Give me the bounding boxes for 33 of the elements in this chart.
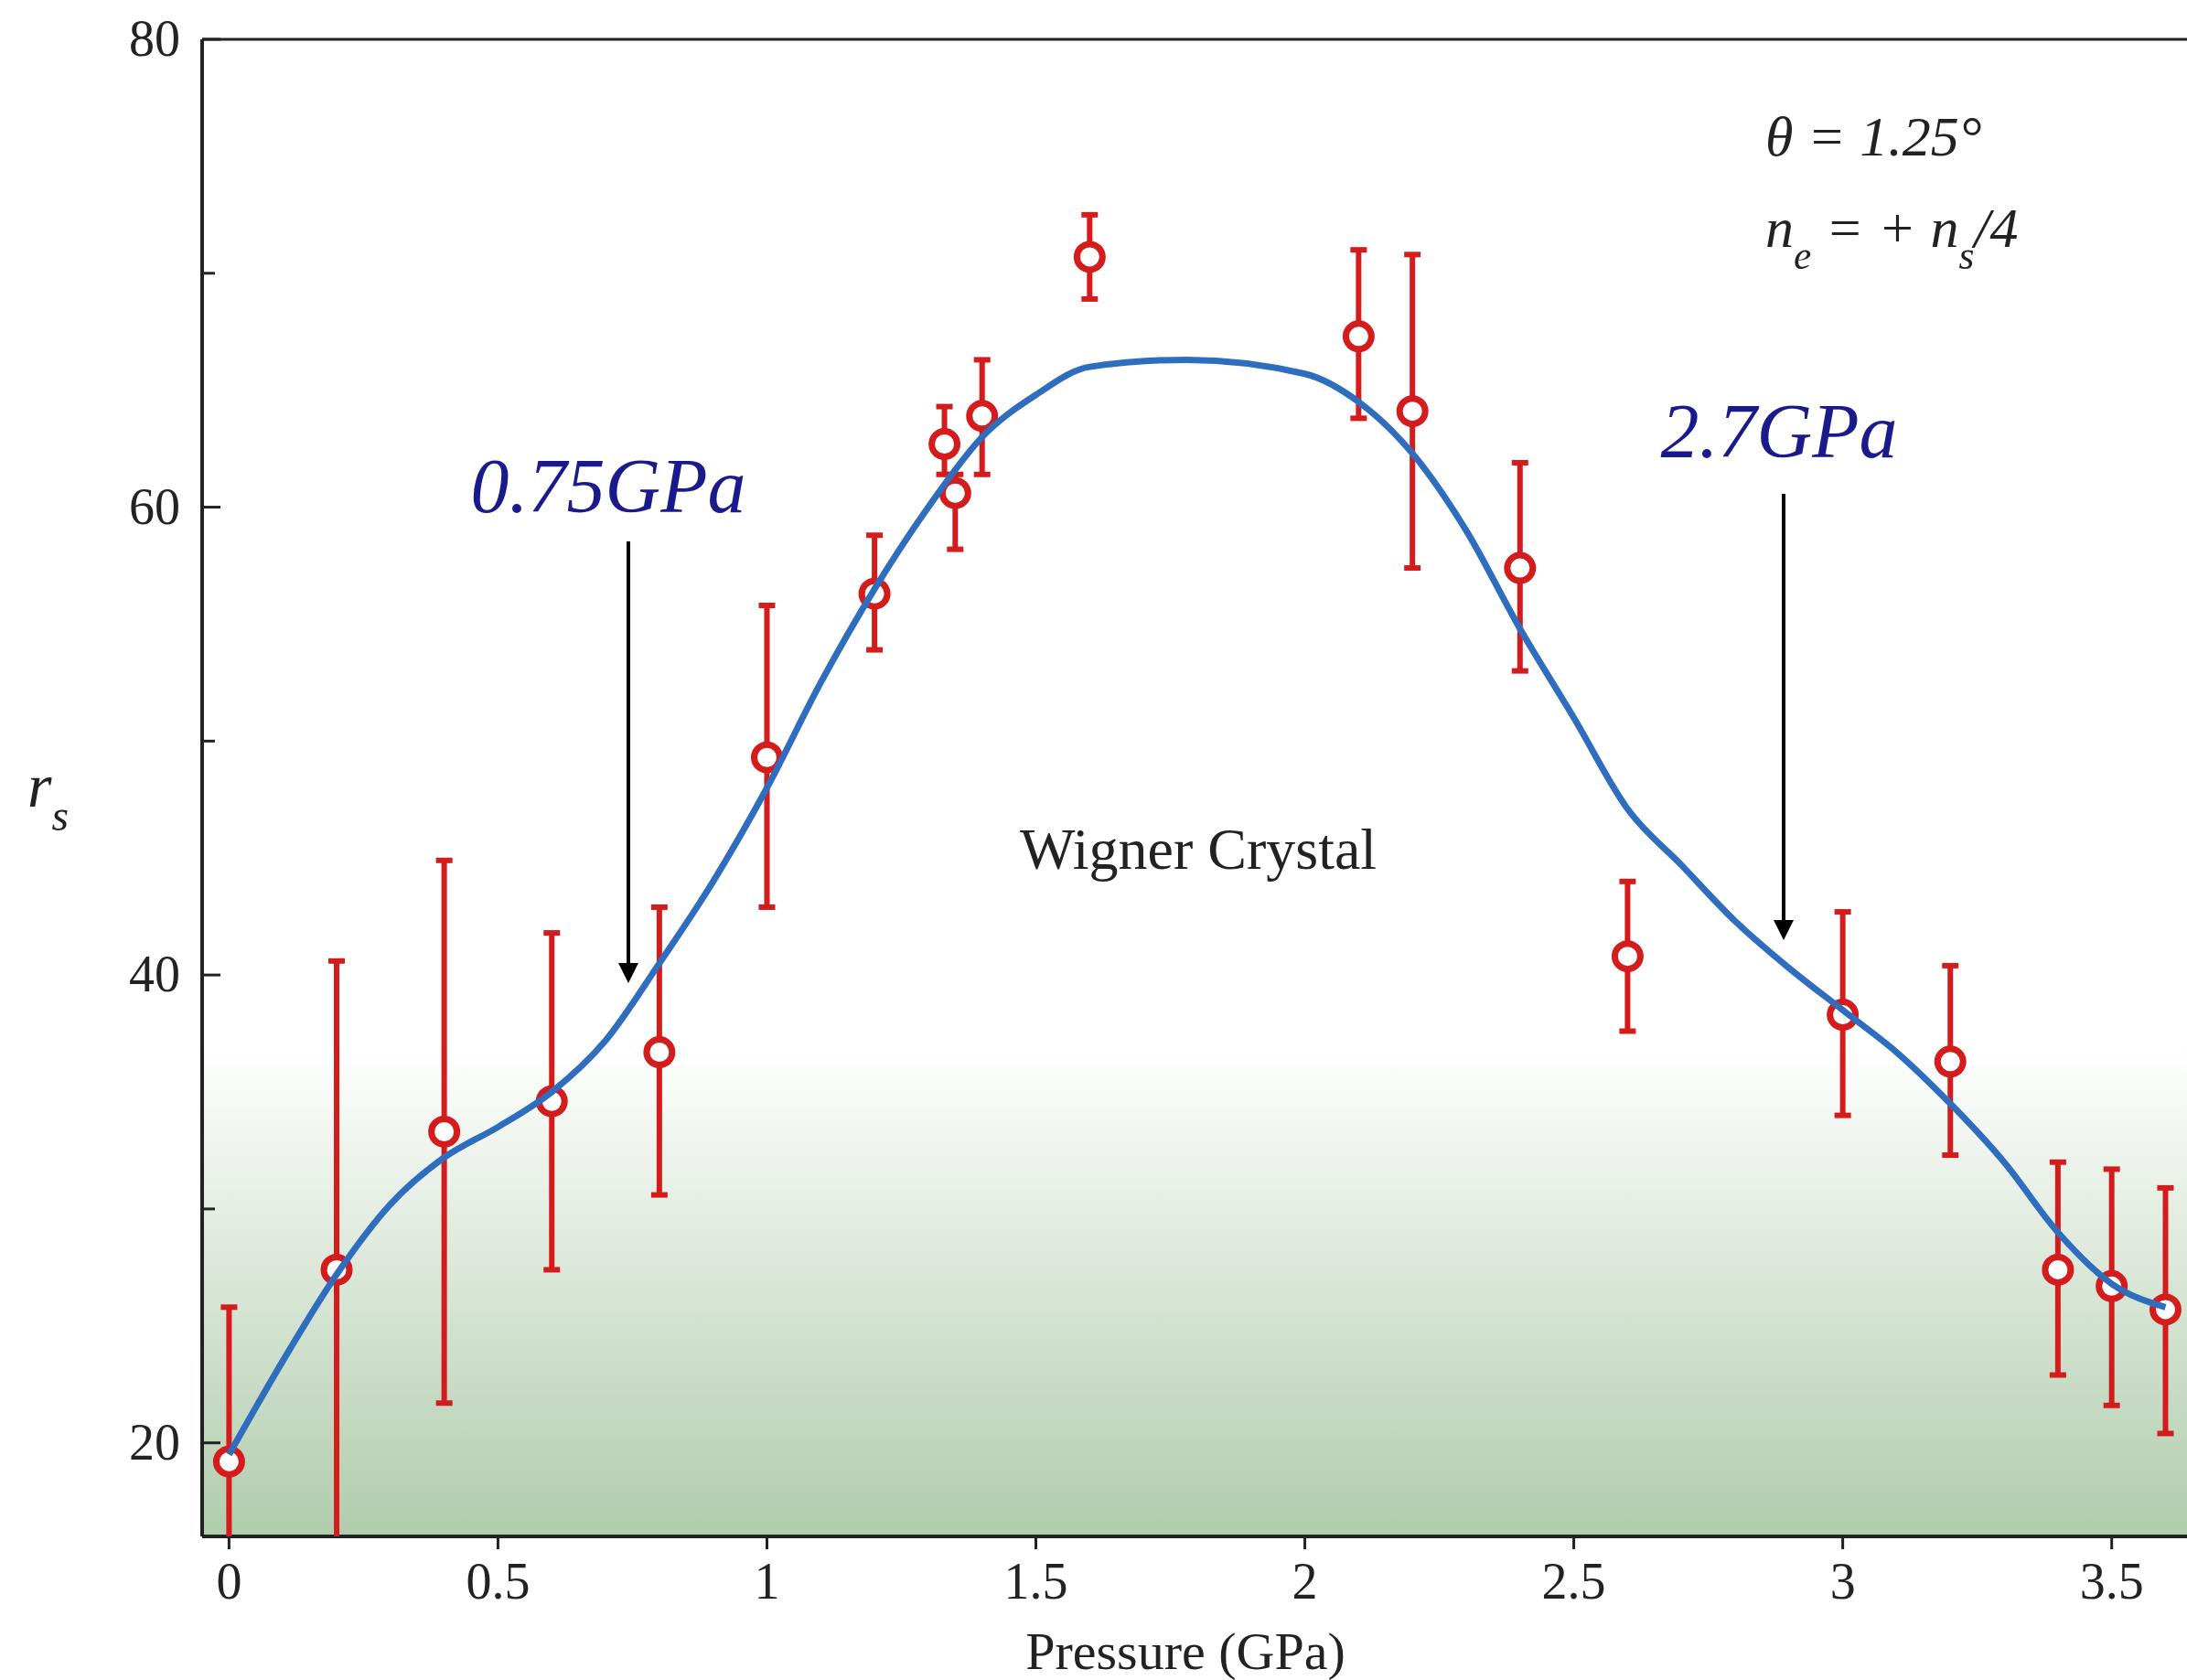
point bbox=[1934, 1045, 1967, 1078]
x-axis-title: Pressure (GPa) bbox=[1025, 1621, 1345, 1680]
y-tick-label: 80 bbox=[129, 10, 180, 67]
y-tick-label: 40 bbox=[129, 946, 180, 1003]
x-tick-label: 1 bbox=[754, 1553, 780, 1610]
point bbox=[1342, 320, 1375, 353]
x-tick-label: 2 bbox=[1292, 1553, 1318, 1610]
x-tick-label: 0.5 bbox=[466, 1553, 531, 1610]
point bbox=[966, 400, 999, 433]
point bbox=[928, 428, 961, 460]
y-axis-title: r$_{s}$ bbox=[27, 750, 69, 840]
point bbox=[2042, 1253, 2074, 1286]
point bbox=[750, 741, 783, 774]
x-tick-label: 3.5 bbox=[2079, 1553, 2144, 1610]
y-tick-label: 20 bbox=[129, 1413, 180, 1471]
x-tick-label: 3 bbox=[1829, 1553, 1856, 1610]
x-tick-label: 1.5 bbox=[1003, 1553, 1068, 1610]
point bbox=[938, 476, 971, 509]
point bbox=[1396, 395, 1429, 428]
point bbox=[1611, 940, 1644, 973]
point bbox=[1073, 241, 1106, 273]
y-tick-label: 60 bbox=[129, 477, 180, 535]
point bbox=[428, 1116, 461, 1148]
annotation: n$_{e}$ = + n$_{s}$/4 bbox=[1765, 197, 2019, 277]
annotation: θ = 1.25° bbox=[1765, 105, 1982, 167]
point bbox=[212, 1445, 245, 1478]
point bbox=[1504, 551, 1537, 584]
annotation: 2.7GPa bbox=[1660, 389, 1898, 474]
x-tick-label: 0 bbox=[216, 1553, 242, 1610]
annotation: Wigner Crystal bbox=[1019, 817, 1378, 882]
x-tick-label: 2.5 bbox=[1541, 1553, 1606, 1610]
point bbox=[643, 1036, 676, 1069]
annotation: 0.75GPa bbox=[470, 444, 746, 529]
